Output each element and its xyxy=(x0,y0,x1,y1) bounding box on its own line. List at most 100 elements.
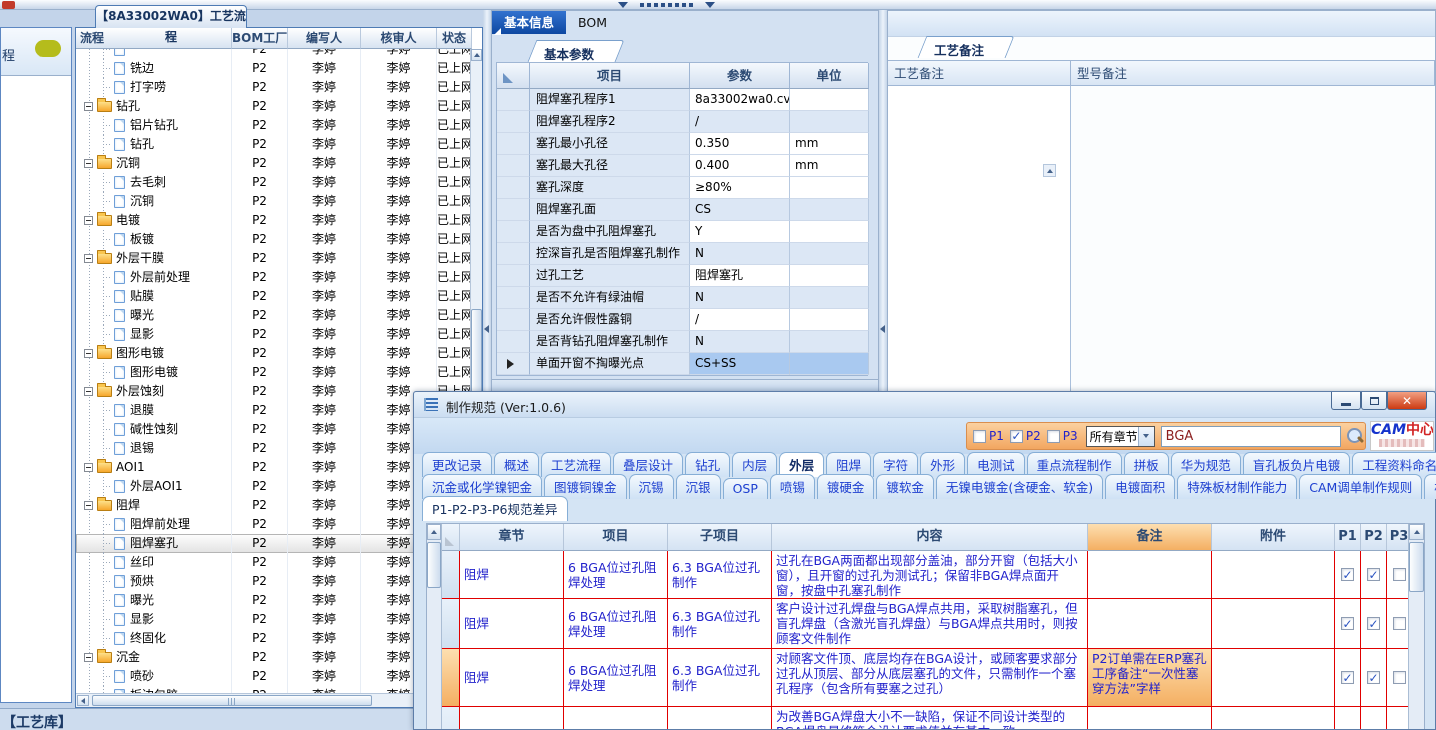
param-value-cell[interactable]: N xyxy=(690,287,790,309)
params-col-header[interactable]: 单位 xyxy=(790,63,869,89)
chapter-select[interactable]: 所有章节 xyxy=(1085,425,1155,447)
dialog-tab[interactable]: 无镍电镀金(含硬金、软金) xyxy=(935,474,1104,499)
tree-expand-toggle[interactable] xyxy=(84,349,93,358)
checkbox[interactable] xyxy=(1367,671,1380,684)
tree-col-header[interactable]: BOM工厂 xyxy=(232,28,288,49)
tree-expand-toggle[interactable] xyxy=(84,254,93,263)
dialog-tab[interactable]: P1-P2-P3-P6规范差异 xyxy=(422,496,568,521)
dialog-tab[interactable]: 字符 xyxy=(873,452,919,477)
spec-row-header[interactable] xyxy=(442,599,460,649)
dialog-tab[interactable]: 沉锡 xyxy=(628,474,674,499)
spec-row[interactable]: 阻焊 6 BGA位过孔阻焊处理 6.3 BGA位过孔制作 客户设计过孔焊盘与BGA焊点… xyxy=(442,599,1412,649)
scroll-up-button[interactable] xyxy=(1409,524,1424,540)
param-row-header[interactable] xyxy=(497,199,530,221)
search-icon[interactable] xyxy=(1346,428,1363,444)
spec-row-header[interactable] xyxy=(442,551,460,599)
spec-col-header[interactable]: 附件 xyxy=(1212,524,1335,551)
checkbox[interactable] xyxy=(1392,568,1406,581)
tree-row[interactable]: 电镀 P2 李婷 李婷 已上网 xyxy=(76,211,472,230)
param-row-header[interactable] xyxy=(497,309,530,331)
tab-basic-params[interactable]: 基本参数 xyxy=(524,40,620,62)
params-bottom-scroll-area[interactable] xyxy=(492,379,878,391)
panel-splitter[interactable] xyxy=(879,10,887,392)
tree-expand-toggle[interactable] xyxy=(84,463,93,472)
spec-col-header[interactable]: 内容 xyxy=(772,524,1088,551)
param-row-header[interactable] xyxy=(497,287,530,309)
checkbox[interactable] xyxy=(1392,671,1406,684)
dialog-tab[interactable]: 钻孔 xyxy=(685,452,731,477)
param-row[interactable]: 塞孔最大孔径 0.400 mm xyxy=(497,155,869,177)
tree-col-header[interactable]: 状态 xyxy=(437,28,472,49)
tree-row[interactable]: 沉铜 P2 李婷 李婷 已上网 xyxy=(76,154,472,173)
checkbox[interactable] xyxy=(1392,617,1406,630)
dialog-tab[interactable]: 特殊板材制作能力 xyxy=(1177,474,1298,499)
param-value-cell[interactable]: / xyxy=(690,309,790,331)
param-row-header[interactable] xyxy=(497,177,530,199)
tree-row[interactable]: 图形电镀 P2 李婷 李婷 已上网 xyxy=(76,363,472,382)
dialog-tab[interactable]: 工程资料命名及更改 xyxy=(1352,452,1436,477)
dialog-tab[interactable]: 更改记录 xyxy=(422,452,493,477)
dialog-tab[interactable]: 图镀铜镍金 xyxy=(544,474,627,499)
tab-basic-info[interactable]: 基本信息 xyxy=(492,11,567,35)
checkbox[interactable] xyxy=(1341,617,1354,630)
tab-bom[interactable]: BOM xyxy=(578,15,607,30)
tree-col-header[interactable]: 核审人 xyxy=(361,28,437,49)
param-row[interactable]: 是否允许假性露铜 / xyxy=(497,309,869,331)
tree-row[interactable]: 打字唠 P2 李婷 李婷 已上网 xyxy=(76,78,472,97)
dialog-tab[interactable]: 盲孔板负片电镀 xyxy=(1242,452,1351,477)
dialog-tab[interactable]: 喷锡 xyxy=(769,474,815,499)
process-flow-window-tab[interactable]: 【8A33002WA0】工艺流程 xyxy=(95,5,247,44)
spec-col-header[interactable]: P1 xyxy=(1335,524,1361,551)
tree-row[interactable]: 沉铜 P2 李婷 李婷 已上网 xyxy=(76,192,472,211)
param-value-cell[interactable]: Y xyxy=(690,221,790,243)
scroll-left-button[interactable] xyxy=(77,695,89,706)
param-row-header[interactable] xyxy=(497,155,530,177)
param-row[interactable]: 是否背钻孔阻焊塞孔制作 N xyxy=(497,331,869,353)
process-notes-content[interactable] xyxy=(888,86,1071,391)
param-row-header[interactable] xyxy=(497,243,530,265)
tree-expand-toggle[interactable] xyxy=(84,102,93,111)
close-button[interactable]: ✕ xyxy=(1387,392,1427,410)
spec-row[interactable]: 14 BGA采用 为改善BGA焊盘大小不一缺陷，保证不同设计类型的BGA焊盘最终符… xyxy=(442,707,1412,729)
param-row-header[interactable] xyxy=(497,353,530,375)
tree-row[interactable]: 铝片钻孔 P2 李婷 李婷 已上网 xyxy=(76,116,472,135)
tree-row[interactable]: P2 李婷 李婷 已上网 xyxy=(76,49,472,59)
param-value-cell[interactable]: 8a33002wa0.cvia xyxy=(690,89,790,111)
spec-col-header[interactable]: 项目 xyxy=(564,524,668,551)
params-col-header[interactable]: 项目 xyxy=(530,63,690,89)
spec-row[interactable]: 阻焊 6 BGA位过孔阻焊处理 6.3 BGA位过孔制作 对顾客文件顶、底层均存在BG… xyxy=(442,649,1412,707)
tree-row[interactable]: 去毛刺 P2 李婷 李婷 已上网 xyxy=(76,173,472,192)
dialog-tab[interactable]: 内层 xyxy=(732,452,778,477)
dialog-tab[interactable]: 华为规范 xyxy=(1170,452,1241,477)
notes-col-header[interactable]: 工艺备注 xyxy=(888,61,1071,86)
checkbox-p2[interactable] xyxy=(1009,429,1023,443)
scroll-up-button[interactable] xyxy=(471,49,482,61)
dialog-titlebar[interactable]: 制作规范 (Ver:1.0.6) xyxy=(414,392,1435,418)
splitter-grip[interactable] xyxy=(618,2,715,8)
comment-bubble-icon[interactable] xyxy=(35,40,61,57)
param-value-cell[interactable]: ≥80% xyxy=(690,177,790,199)
spec-col-header[interactable]: P3 xyxy=(1387,524,1412,551)
dialog-tab[interactable]: 概述 xyxy=(494,452,540,477)
param-row[interactable]: 是否不允许有绿油帽 N xyxy=(497,287,869,309)
minimize-button[interactable] xyxy=(1331,392,1361,410)
tree-row[interactable]: 钻孔 P2 李婷 李婷 已上网 xyxy=(76,97,472,116)
param-row[interactable]: 阻焊塞孔面 CS xyxy=(497,199,869,221)
param-value-cell[interactable]: N xyxy=(690,243,790,265)
param-row-header[interactable] xyxy=(497,265,530,287)
param-row[interactable]: 阻焊塞孔程序2/ xyxy=(497,111,869,133)
tree-expand-toggle[interactable] xyxy=(84,159,93,168)
dialog-tab[interactable]: 外形 xyxy=(920,452,966,477)
notes-scroll-up-button[interactable] xyxy=(1043,164,1056,177)
param-row[interactable]: 控深盲孔是否阻焊塞孔制作 N xyxy=(497,243,869,265)
spec-left-scrollbar[interactable] xyxy=(427,524,442,729)
panel-splitter[interactable] xyxy=(483,10,491,392)
dialog-tab[interactable]: 镀软金 xyxy=(876,474,934,499)
scrollbar-thumb[interactable] xyxy=(427,542,441,588)
checkbox[interactable] xyxy=(1341,671,1354,684)
param-value-cell[interactable]: CS xyxy=(690,199,790,221)
param-row-header[interactable] xyxy=(497,89,530,111)
tree-horizontal-scrollbar[interactable] xyxy=(76,693,482,707)
